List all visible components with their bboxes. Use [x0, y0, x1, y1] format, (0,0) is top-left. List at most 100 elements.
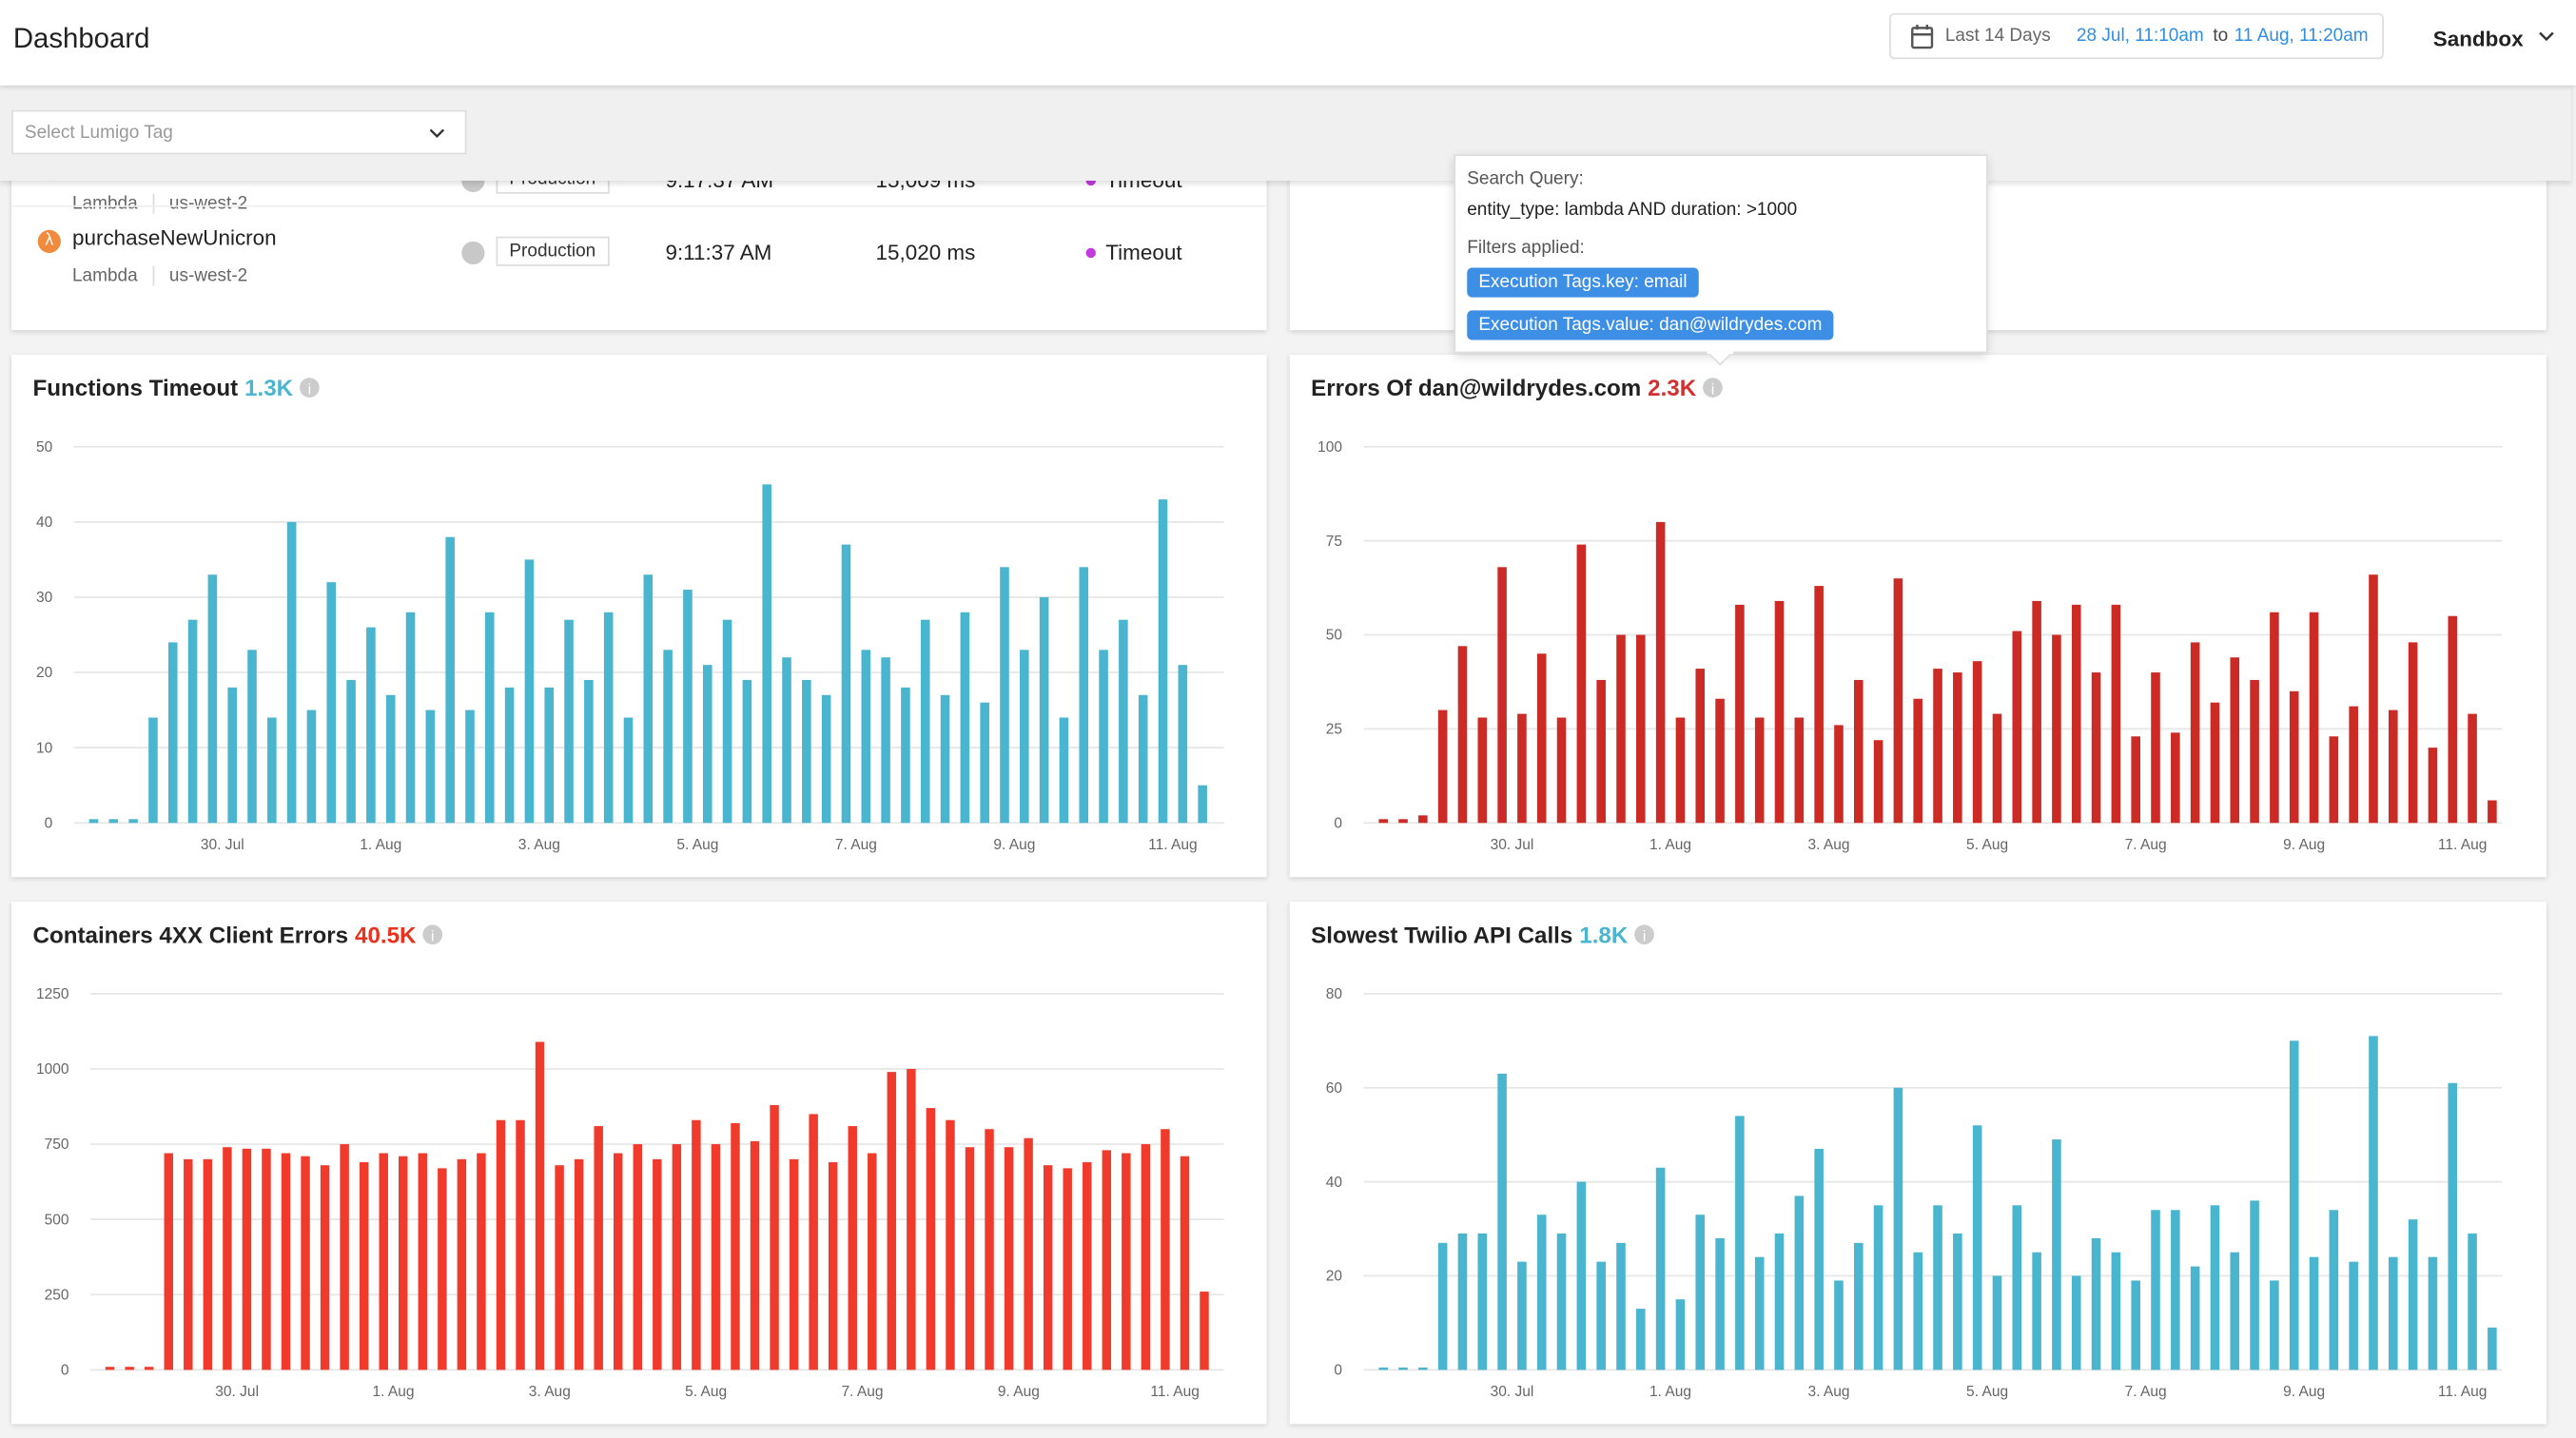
- bar: [227, 688, 237, 823]
- bar: [1418, 1368, 1428, 1370]
- bar: [2211, 703, 2220, 824]
- y-tick-label: 80: [1326, 986, 1343, 1002]
- bar: [106, 1367, 114, 1370]
- date-range[interactable]: Last 14 Days 28 Jul, 11:10am to 11 Aug, …: [1889, 13, 2384, 59]
- bar: [692, 1120, 700, 1370]
- bar: [1834, 725, 1844, 823]
- bar: [1596, 680, 1606, 823]
- bar: [2112, 1253, 2121, 1370]
- bar: [1398, 819, 1408, 823]
- bar: [1044, 1165, 1052, 1370]
- bar: [2032, 1253, 2041, 1370]
- x-tick-label: 30. Jul: [215, 1384, 259, 1400]
- chart-card: Containers 4XX Client Errors40.5Ki025050…: [11, 902, 1266, 1424]
- bar: [921, 620, 930, 824]
- bar: [1458, 646, 1468, 823]
- bar: [1060, 718, 1069, 824]
- bar: [1874, 1205, 1883, 1370]
- bar: [2429, 748, 2438, 823]
- bar: [2409, 642, 2418, 823]
- bar: [2013, 1205, 2022, 1370]
- bar: [634, 1144, 642, 1370]
- x-tick-label: 9. Aug: [993, 837, 1035, 853]
- bar: [1854, 1243, 1864, 1370]
- x-tick-label: 1. Aug: [1649, 1384, 1691, 1400]
- bar: [1795, 718, 1805, 824]
- info-i: i: [308, 381, 311, 398]
- bar: [1024, 1138, 1032, 1370]
- bar: [1181, 1156, 1189, 1370]
- bar: [743, 680, 752, 823]
- x-tick-label: 1. Aug: [1649, 837, 1691, 853]
- x-tick-label: 3. Aug: [529, 1384, 571, 1400]
- bar: [267, 718, 277, 824]
- bar: [1676, 1299, 1686, 1370]
- bar: [497, 1120, 505, 1370]
- chart-title: Errors Of dan@wildrydes.com2.3K: [1311, 376, 1697, 401]
- y-tick-label: 0: [61, 1363, 69, 1379]
- x-tick-label: 30. Jul: [1491, 837, 1534, 853]
- bar: [1378, 1368, 1388, 1370]
- info-i: i: [431, 929, 434, 945]
- tag-select[interactable]: Select Lumigo Tag: [11, 110, 466, 155]
- bar: [2488, 801, 2497, 824]
- y-tick-label: 1250: [36, 986, 69, 1002]
- bar: [1636, 635, 1646, 824]
- chart: Containers 4XX Client Errors40.5Ki025050…: [11, 902, 1266, 1424]
- bar: [1755, 718, 1765, 824]
- chevron: [2538, 31, 2554, 45]
- bar: [1497, 1074, 1507, 1370]
- bar: [2131, 1280, 2140, 1370]
- y-tick-label: 30: [36, 590, 53, 606]
- bar: [1159, 499, 1168, 823]
- bar: [1656, 522, 1666, 823]
- range-to: 11 Aug, 11:20am: [2234, 27, 2369, 47]
- bar: [1200, 1292, 1208, 1370]
- bar: [1020, 650, 1029, 823]
- page-title: Dashboard: [13, 23, 150, 56]
- bar: [2448, 1083, 2457, 1370]
- region: us-west-2: [169, 194, 247, 214]
- duration: 15,020 ms: [876, 240, 976, 264]
- x-tick-label: 9. Aug: [2283, 1384, 2325, 1400]
- bar: [208, 574, 218, 823]
- bar: [1933, 669, 1942, 823]
- x-tick-label: 11. Aug: [1148, 837, 1198, 853]
- bar: [683, 590, 693, 823]
- bar: [148, 718, 158, 824]
- bar: [770, 1105, 778, 1370]
- region: us-west-2: [169, 266, 247, 286]
- x-tick-label: 11. Aug: [2438, 1384, 2488, 1400]
- y-tick-label: 50: [36, 439, 53, 456]
- bar: [1378, 819, 1388, 823]
- bar: [888, 1072, 896, 1370]
- environment[interactable]: Sandbox: [2433, 27, 2524, 51]
- x-tick-label: 1. Aug: [360, 837, 401, 853]
- bar: [1063, 1168, 1071, 1370]
- bar: [243, 1149, 251, 1370]
- bar: [564, 620, 574, 824]
- env-icon: [461, 242, 484, 264]
- range-to-word: to: [2213, 27, 2228, 47]
- bar: [961, 612, 970, 823]
- bar: [2052, 1139, 2061, 1370]
- bar: [2092, 1238, 2101, 1370]
- bar: [1973, 661, 1982, 823]
- bar: [458, 1159, 466, 1370]
- bar: [2250, 680, 2259, 823]
- bar: [1814, 1149, 1824, 1370]
- bar: [326, 582, 336, 823]
- x-tick-label: 5. Aug: [685, 1384, 727, 1400]
- filter-pill: Execution Tags.key: email: [1467, 268, 1698, 298]
- bar: [1953, 1234, 1962, 1370]
- bar: [2211, 1205, 2220, 1370]
- bar: [419, 1154, 427, 1370]
- bar: [849, 1126, 857, 1370]
- bar: [2409, 1219, 2418, 1370]
- bar: [1139, 695, 1148, 823]
- bar: [2310, 1257, 2319, 1370]
- bar: [505, 688, 515, 823]
- bar: [1142, 1144, 1150, 1370]
- bar: [1636, 1309, 1646, 1370]
- bar: [782, 657, 791, 823]
